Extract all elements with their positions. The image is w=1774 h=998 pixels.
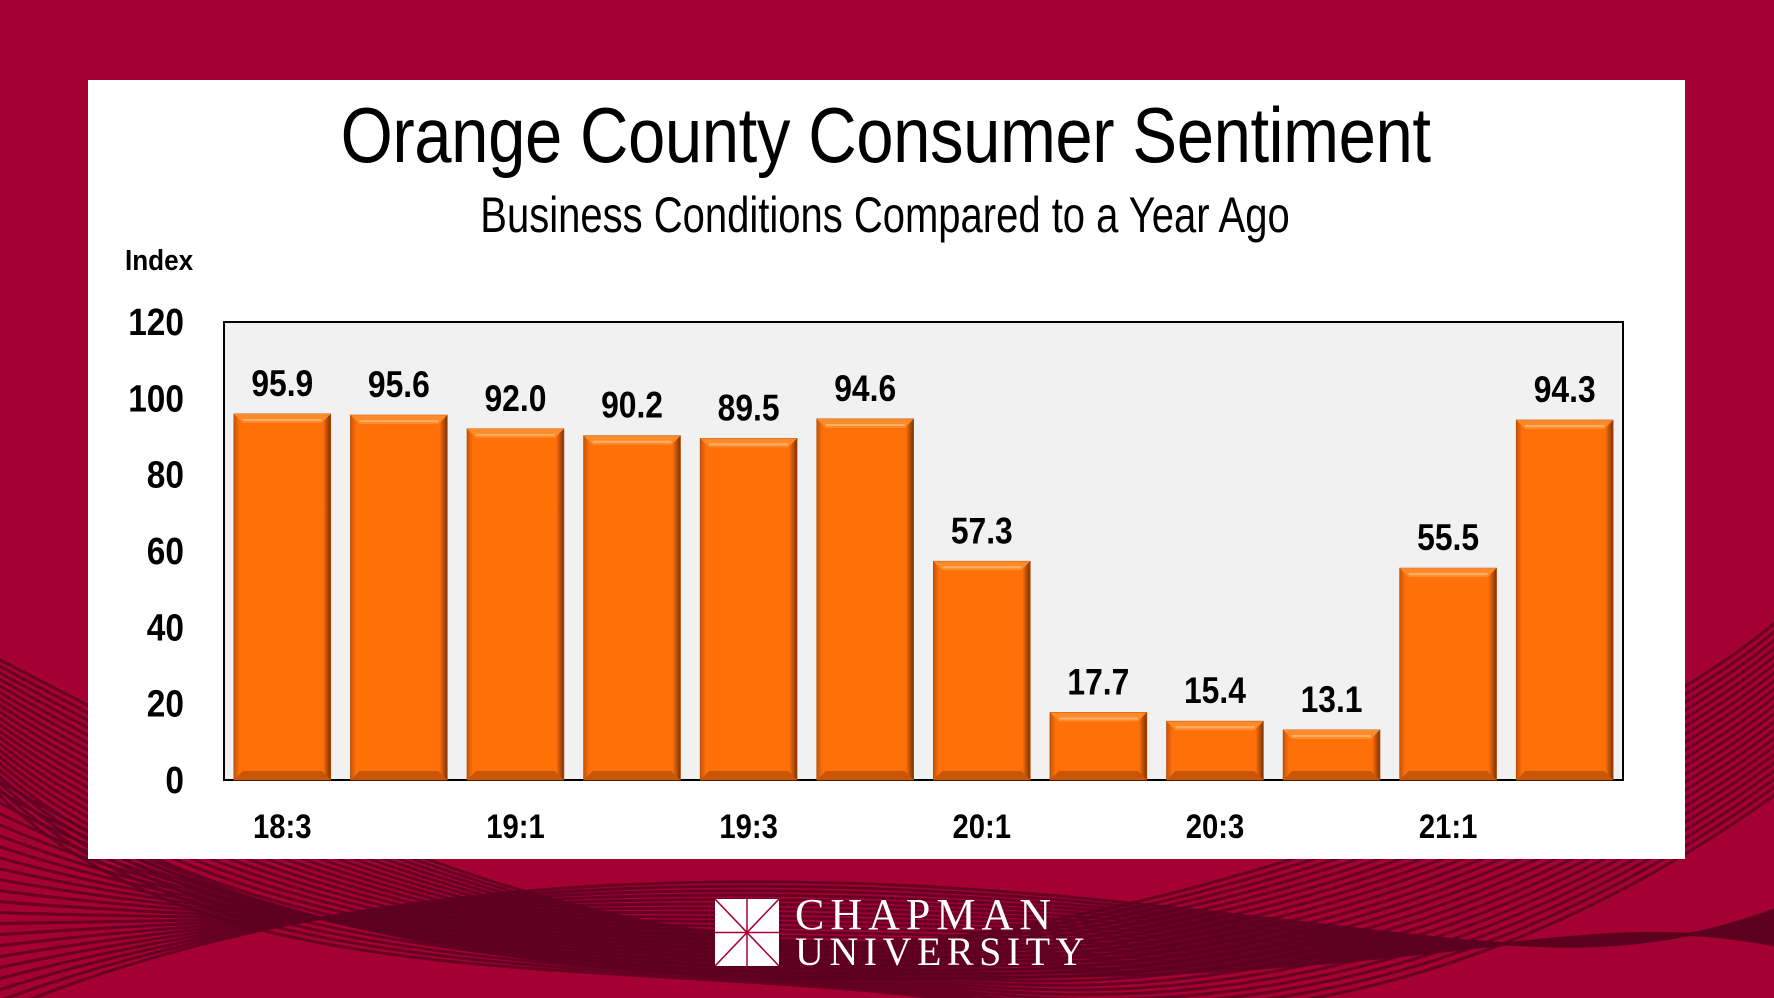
data-label: 13.1 <box>1301 680 1363 721</box>
wave-line <box>0 777 1774 998</box>
bar-bevel-top <box>1516 420 1614 430</box>
x-tick-label: 20:1 <box>953 807 1011 846</box>
bar-group: 15.4 <box>1166 671 1264 781</box>
bar-bevel-top <box>1049 712 1147 722</box>
y-tick-label: 60 <box>147 530 184 572</box>
bar-bevel-bottom <box>933 771 1031 780</box>
bar-group: 90.2 <box>583 386 681 781</box>
bar-bevel-bottom <box>467 771 564 780</box>
bar-bevel-bottom <box>1516 771 1614 780</box>
logo-wordmark-chapman: CHAPMAN <box>795 890 1058 939</box>
data-label: 55.5 <box>1417 518 1479 559</box>
y-tick-label: 120 <box>128 301 184 343</box>
bar-bevel-bottom <box>700 771 798 780</box>
y-tick-label: 100 <box>128 377 184 419</box>
bar-bevel-top <box>233 413 331 423</box>
bar-group: 95.6 <box>350 365 448 781</box>
data-label: 94.3 <box>1534 370 1596 411</box>
bar-bevel-bottom <box>1166 771 1264 780</box>
bar-bevel-top <box>583 435 681 445</box>
bar <box>466 428 565 781</box>
x-tick-label: 21:1 <box>1419 807 1477 846</box>
bar-group: 94.6 <box>816 369 914 781</box>
bar-group: 55.5 <box>1399 518 1497 781</box>
bar <box>233 413 332 781</box>
bar-bevel-top <box>700 438 798 448</box>
bar-group: 95.9 <box>233 364 332 781</box>
bar-bevel-bottom <box>1399 771 1497 780</box>
y-tick-label: 80 <box>147 454 184 496</box>
data-label: 95.9 <box>251 364 313 405</box>
bar <box>583 435 681 781</box>
bar-bevel-top <box>1166 721 1264 731</box>
bar <box>1166 720 1264 781</box>
x-tick-label: 18:3 <box>253 807 311 846</box>
bar-bevel-top <box>816 418 914 428</box>
bar-group: 17.7 <box>1049 662 1148 781</box>
wave-line <box>0 769 1774 998</box>
bar <box>1515 419 1614 781</box>
bar-bevel-bottom <box>1283 771 1380 780</box>
bar-group: 94.3 <box>1515 370 1614 781</box>
bar-bevel-top <box>467 428 564 438</box>
y-tick-label: 0 <box>165 759 184 801</box>
bar-group: 57.3 <box>933 511 1031 781</box>
bar-bevel-bottom <box>583 771 681 780</box>
bar-group: 89.5 <box>699 388 798 781</box>
bar <box>1049 712 1148 781</box>
data-label: 57.3 <box>951 511 1013 552</box>
data-label: 92.0 <box>484 379 546 420</box>
data-label: 17.7 <box>1067 662 1129 703</box>
data-label: 90.2 <box>601 386 663 427</box>
y-tick-label: 40 <box>147 606 184 648</box>
bar-group: 13.1 <box>1282 680 1381 781</box>
bar-group: 92.0 <box>466 379 565 781</box>
bar-bevel-bottom <box>1049 771 1147 780</box>
chart-title: Orange County Consumer Sentiment <box>340 91 1431 179</box>
bar <box>1399 567 1497 781</box>
bar <box>699 438 798 781</box>
bar <box>350 414 448 781</box>
y-axis-label: Index <box>125 244 194 277</box>
bar <box>933 560 1031 781</box>
x-tick-label: 20:3 <box>1186 807 1244 846</box>
x-tick-label: 19:3 <box>719 807 777 846</box>
bar-bevel-top <box>1283 730 1380 740</box>
bar-bevel-bottom <box>233 771 331 780</box>
data-label: 15.4 <box>1184 671 1246 712</box>
chart-subtitle: Business Conditions Compared to a Year A… <box>480 187 1290 243</box>
x-tick-label: 19:1 <box>486 807 544 846</box>
bar-bevel-top <box>1399 568 1497 578</box>
data-label: 94.6 <box>834 369 896 410</box>
logo-wordmark-university: UNIVERSITY <box>795 929 1090 974</box>
wave-line <box>0 779 1774 981</box>
chapman-square-icon <box>715 899 779 966</box>
bar-bevel-bottom <box>816 771 914 780</box>
bar <box>816 418 914 781</box>
bar-bevel-bottom <box>350 771 448 780</box>
plot-area <box>223 321 1624 781</box>
y-tick-label: 20 <box>147 683 184 725</box>
bar-bevel-top <box>350 415 448 425</box>
bar-bevel-top <box>933 561 1031 571</box>
data-label: 95.6 <box>368 365 430 406</box>
wave-line <box>0 793 1774 998</box>
data-label: 89.5 <box>718 388 780 429</box>
